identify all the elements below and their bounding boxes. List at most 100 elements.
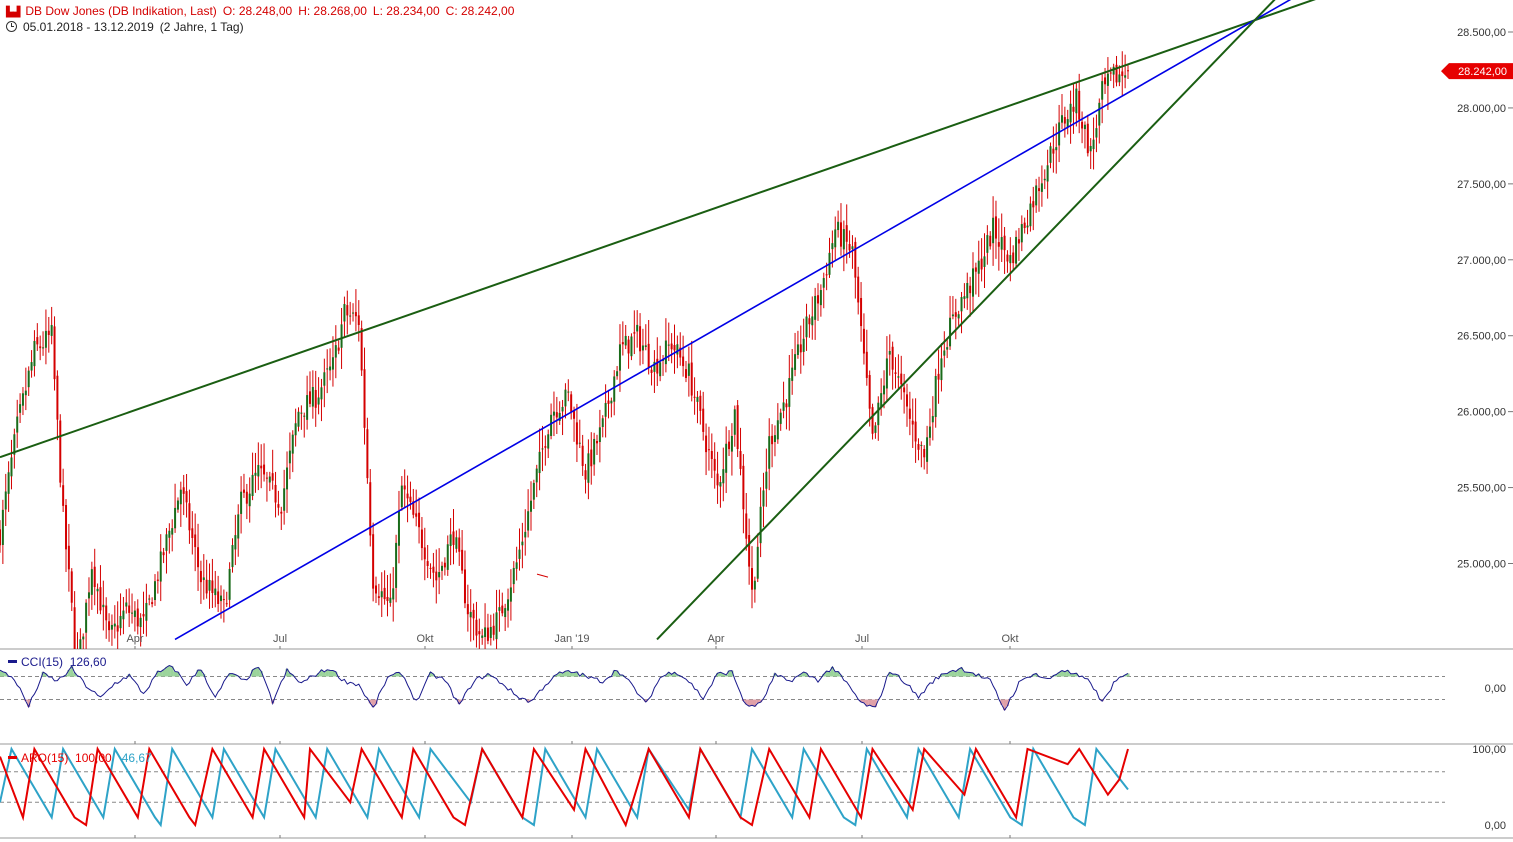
candle-body [799, 344, 802, 353]
candle-body [165, 534, 168, 551]
candle-body [79, 639, 82, 649]
candle-body [113, 623, 116, 627]
candle-body [819, 290, 822, 306]
low-value: L: 28.234,00 [372, 4, 440, 18]
candle-body [636, 324, 639, 332]
candle-body [908, 408, 911, 419]
chart-logo-icon: ▙▟ [6, 7, 20, 18]
candle-body [372, 534, 375, 589]
y-tick-label: 27.500,00 [1457, 179, 1506, 191]
aroon-swatch [8, 756, 17, 759]
date-range: 05.01.2018 - 13.12.2019 [23, 20, 154, 34]
candle-body [360, 328, 363, 371]
candle-body [742, 465, 745, 510]
candle-body [684, 369, 687, 378]
candle-body [36, 337, 39, 345]
candle-body [633, 332, 636, 334]
candle-body [524, 531, 527, 538]
candle-body [156, 579, 159, 581]
aroon-legend[interactable]: ARO(15) 100,00 46,67 [8, 751, 152, 765]
candle-body [877, 402, 880, 426]
x-tick-label: Jan '19 [554, 633, 589, 645]
candle-body [176, 500, 179, 510]
last-price-label: 28.242,00 [1458, 66, 1507, 78]
candle-body [552, 411, 555, 416]
candle-body [762, 490, 765, 507]
candle-body [280, 511, 283, 514]
candle-body [383, 587, 386, 600]
candle-body [1089, 145, 1092, 152]
candle-body [986, 235, 989, 253]
candle-body [1127, 70, 1129, 72]
candle-body [1104, 77, 1107, 85]
x-tick-label: Jul [273, 633, 287, 645]
candle-body [420, 529, 423, 549]
candle-body [538, 451, 541, 474]
candle-body [960, 297, 963, 312]
candle-body [621, 342, 624, 345]
candle-body [550, 414, 553, 436]
candle-body [1000, 237, 1003, 250]
candle-body [555, 412, 558, 418]
candle-body [4, 491, 7, 510]
candle-body [475, 619, 478, 636]
candle-body [705, 435, 708, 453]
cci-zero-label: 0,00 [1485, 683, 1506, 695]
candle-body [395, 542, 398, 588]
candle-body [745, 513, 748, 539]
instrument-name: DB Dow Jones (DB Indikation, Last) [25, 4, 217, 18]
candle-body [664, 340, 667, 365]
cci-legend[interactable]: CCI(15) 126,60 [8, 655, 106, 669]
aroon-down-value: 46,67 [121, 751, 152, 765]
candle-body [618, 344, 621, 371]
aroon-down-line [0, 746, 1129, 828]
candle-body [254, 472, 257, 476]
candle-body [1035, 185, 1038, 206]
candle-body [220, 595, 223, 602]
candle-body [791, 367, 794, 381]
candle-body [432, 566, 435, 573]
candle-body [168, 530, 171, 538]
candle-body [1106, 73, 1109, 86]
candle-body [73, 607, 76, 649]
candle-body [949, 317, 952, 347]
candle-body [42, 347, 45, 349]
candle-body [923, 448, 926, 458]
candle-body [211, 580, 214, 593]
candle-body [963, 296, 966, 299]
aroon-name: ARO(15) [21, 751, 69, 765]
candle-body [719, 482, 722, 487]
candle-body [659, 362, 662, 377]
candle-body [1026, 225, 1029, 228]
candle-body [194, 534, 197, 548]
candle-body [484, 627, 487, 638]
candle-body [581, 445, 584, 466]
candle-body [248, 493, 251, 507]
candle-body [222, 599, 225, 601]
candle-body [802, 338, 805, 352]
x-tick-label: Apr [126, 633, 143, 645]
candle-body [590, 449, 593, 467]
candle-body [151, 602, 154, 605]
aroon-level-label: 0,00 [1485, 820, 1506, 832]
candle-body [1043, 178, 1046, 181]
candle-body [1046, 165, 1049, 182]
candle-body [205, 579, 208, 594]
candle-body [842, 229, 845, 250]
candle-body [1012, 252, 1015, 264]
candle-body [969, 285, 972, 294]
candle-body [288, 450, 291, 464]
candle-body [817, 295, 820, 304]
candle-body [237, 514, 240, 539]
candle-body [788, 378, 791, 407]
candle-body [1121, 71, 1124, 77]
candle-body [854, 241, 857, 278]
candle-body [283, 488, 286, 511]
candle-body [1086, 123, 1089, 154]
candle-body [274, 484, 277, 503]
y-tick-label: 25.500,00 [1457, 483, 1506, 495]
candle-body [707, 449, 710, 451]
candle-body [297, 411, 300, 427]
candle-body [174, 507, 177, 529]
candle-body [492, 625, 495, 635]
